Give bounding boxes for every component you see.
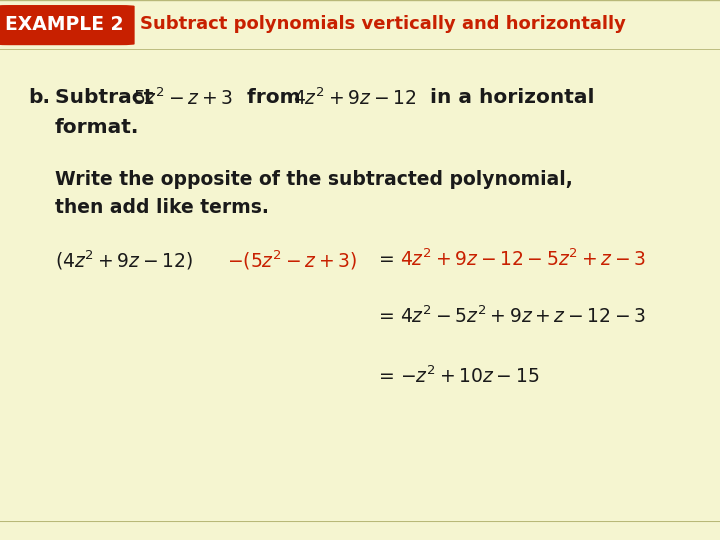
Text: $=$: $=$: [375, 248, 395, 267]
FancyBboxPatch shape: [0, 5, 135, 45]
Text: EXAMPLE 2: EXAMPLE 2: [5, 15, 123, 33]
Text: $=$: $=$: [375, 305, 395, 324]
Text: then add like terms.: then add like terms.: [55, 198, 269, 217]
Text: $(4z^2 + 9z - 12)$: $(4z^2 + 9z - 12)$: [55, 248, 193, 272]
Text: $-z^2 + 10z - 15$: $-z^2 + 10z - 15$: [400, 365, 539, 387]
Text: $- (5z^2 - z + 3)$: $- (5z^2 - z + 3)$: [227, 248, 357, 272]
Text: format.: format.: [55, 118, 140, 137]
Text: $=$: $=$: [375, 365, 395, 384]
Text: $4z^2 + 9z - 12$: $4z^2 + 9z - 12$: [293, 87, 416, 109]
Text: $4z^2 - 5z^2 + 9z + z - 12 - 3$: $4z^2 - 5z^2 + 9z + z - 12 - 3$: [400, 305, 646, 327]
Text: b.: b.: [28, 88, 50, 107]
Text: $4z^2 + 9z - 12 - 5z^2 + z - 3$: $4z^2 + 9z - 12 - 5z^2 + z - 3$: [400, 248, 646, 269]
Text: from: from: [240, 88, 307, 107]
Text: $5z^2 - z + 3$: $5z^2 - z + 3$: [133, 87, 233, 109]
Text: Subtract polynomials vertically and horizontally: Subtract polynomials vertically and hori…: [140, 15, 626, 33]
Text: Subtract: Subtract: [55, 88, 161, 107]
Text: in a horizontal: in a horizontal: [423, 88, 595, 107]
Text: Write the opposite of the subtracted polynomial,: Write the opposite of the subtracted pol…: [55, 170, 572, 189]
